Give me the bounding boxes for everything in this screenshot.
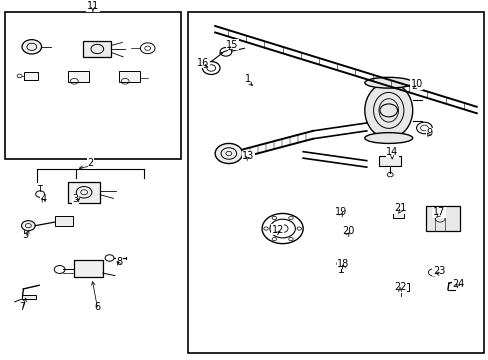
Bar bbox=[392, 207, 403, 218]
Text: 4: 4 bbox=[41, 194, 47, 204]
Text: 6: 6 bbox=[95, 302, 101, 312]
Text: 24: 24 bbox=[451, 279, 464, 289]
Text: 3: 3 bbox=[73, 194, 79, 204]
Bar bbox=[68, 71, 89, 82]
Bar bbox=[188, 12, 483, 353]
Text: 19: 19 bbox=[334, 207, 347, 217]
Text: 16: 16 bbox=[196, 58, 209, 68]
Text: 2: 2 bbox=[87, 158, 93, 168]
Bar bbox=[68, 182, 100, 203]
Bar bbox=[74, 260, 102, 278]
Ellipse shape bbox=[364, 77, 412, 88]
Text: 13: 13 bbox=[242, 151, 254, 161]
Bar bbox=[5, 12, 181, 159]
Text: 15: 15 bbox=[225, 40, 238, 50]
Bar bbox=[119, 71, 140, 82]
Circle shape bbox=[215, 143, 242, 163]
Text: 8: 8 bbox=[117, 257, 122, 267]
Bar bbox=[83, 41, 111, 57]
Text: 12: 12 bbox=[271, 225, 284, 235]
Text: 14: 14 bbox=[385, 147, 398, 157]
Text: 21: 21 bbox=[393, 203, 406, 213]
Text: 23: 23 bbox=[432, 266, 445, 276]
Bar bbox=[378, 156, 400, 166]
Text: 10: 10 bbox=[409, 79, 422, 89]
Bar bbox=[392, 283, 408, 291]
Ellipse shape bbox=[364, 82, 412, 138]
Text: 22: 22 bbox=[393, 283, 406, 292]
Text: 1: 1 bbox=[245, 74, 251, 84]
Ellipse shape bbox=[364, 132, 412, 143]
Text: 17: 17 bbox=[432, 207, 445, 217]
Bar bbox=[24, 72, 38, 80]
Circle shape bbox=[22, 40, 41, 54]
Circle shape bbox=[21, 221, 35, 231]
Bar bbox=[55, 216, 73, 226]
Bar bbox=[22, 294, 36, 299]
Text: 11: 11 bbox=[86, 1, 99, 11]
Text: 18: 18 bbox=[336, 259, 349, 269]
Text: 20: 20 bbox=[341, 226, 354, 237]
Text: 9: 9 bbox=[426, 128, 431, 138]
Text: 5: 5 bbox=[22, 230, 28, 240]
Text: 7: 7 bbox=[19, 302, 25, 312]
Bar bbox=[426, 206, 459, 231]
